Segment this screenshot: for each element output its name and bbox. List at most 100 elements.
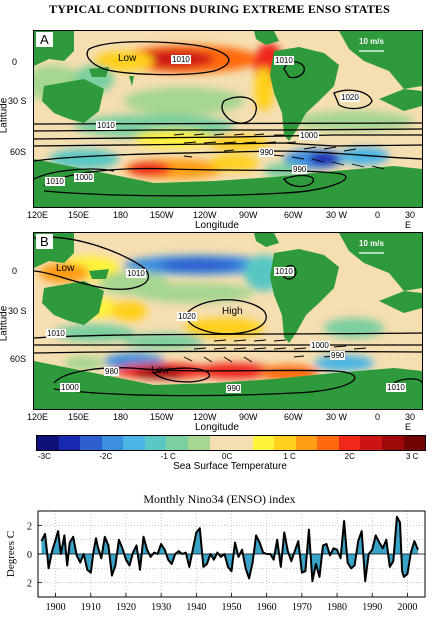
- colorbar-swatch: [317, 436, 339, 450]
- colorbar-swatch: [403, 436, 426, 450]
- region-label-b-high: High: [222, 306, 243, 317]
- map-a-frame: A 10 m/s Low 1010 1010 1020 1010 1000 99…: [33, 30, 423, 208]
- x-tick-label: 1960: [257, 602, 277, 613]
- lon-tick: 150E: [68, 210, 90, 220]
- figure-title: TYPICAL CONDITIONS DURING EXTREME ENSO S…: [49, 2, 390, 16]
- pressure-label: 1010: [45, 177, 65, 186]
- pressure-label: 990: [292, 165, 308, 174]
- colorbar-tick-label: 2C: [344, 452, 355, 461]
- colorbar-swatch: [187, 436, 210, 450]
- y-tick-label: 2: [27, 521, 32, 532]
- pressure-label: 1000: [310, 341, 330, 350]
- lat-tick: 30 S: [8, 306, 27, 316]
- x-tick-label: 2000: [397, 602, 417, 613]
- colorbar-tick-label: 3 C: [406, 452, 419, 461]
- wind-vectors-a: [173, 133, 385, 170]
- x-tick-label: 1920: [116, 602, 136, 613]
- longitude-axis-title-a: Longitude: [195, 220, 239, 231]
- pressure-label: 1010: [46, 329, 66, 338]
- colorbar-swatch: [274, 436, 296, 450]
- lon-tick: 150W: [150, 210, 174, 220]
- colorbar-label: Sea Surface Temperature: [173, 461, 287, 472]
- nino-chart-title: Monthly Nino34 (ENSO) index: [143, 492, 296, 506]
- lon-tick: 30 W: [326, 412, 348, 422]
- wind-reference-label-b: 10 m/s: [359, 239, 384, 248]
- colorbar-swatch: [295, 436, 318, 450]
- colorbar-swatch: [37, 436, 59, 450]
- colorbar-tick-label: -2C: [99, 452, 113, 461]
- colorbar-swatch: [123, 436, 145, 450]
- lon-tick: 120E: [27, 412, 49, 422]
- lat-tick: 60S: [10, 354, 27, 364]
- x-tick-label: 1970: [292, 602, 312, 613]
- pressure-label: 1020: [340, 93, 360, 102]
- y-axis-title: Degrees C: [5, 531, 17, 577]
- x-tick-label: 1990: [362, 602, 382, 613]
- pressure-label: 1010: [126, 269, 146, 278]
- pressure-label: 1000: [299, 131, 319, 140]
- map-b-field: [34, 233, 422, 409]
- colorbar-tick-label: -1 C: [160, 452, 176, 461]
- longitude-ticks-b: 120E 150E 180 150W 120W 90W 60W 30 W 0 3…: [27, 412, 421, 432]
- region-label-a-low: Low: [118, 53, 137, 64]
- wind-vectors-b: [183, 339, 367, 363]
- lon-tick: 180: [113, 210, 129, 220]
- x-tick-label: 1950: [222, 602, 242, 613]
- lon-tick: 90W: [239, 210, 258, 220]
- pressure-label: 1010: [386, 383, 406, 392]
- colorbar-swatch: [382, 436, 404, 450]
- lat-tick: 0: [12, 57, 18, 67]
- map-a-field: [34, 31, 422, 207]
- lon-tick: 150W: [150, 412, 174, 422]
- lon-tick: 150E: [68, 412, 90, 422]
- colorbar-swatch: [101, 436, 124, 450]
- lat-tick: 0: [12, 266, 18, 276]
- region-label-b-low-south: Low: [151, 365, 170, 376]
- lon-tick: 90W: [239, 412, 258, 422]
- lon-tick: 120W: [193, 210, 217, 220]
- panel-label-a: A: [36, 32, 53, 47]
- panel-label-b: B: [36, 234, 53, 249]
- region-label-b-low-north: Low: [56, 263, 75, 274]
- map-panel-b: B 10 m/s Low High Low 1010 1010 1020 101…: [0, 222, 439, 433]
- pressure-label: 1020: [177, 312, 197, 321]
- pressure-label: 980: [104, 367, 120, 376]
- y-tick-label: 2: [27, 579, 32, 590]
- nino-index-chart: 1900 1910 1920 1930 1940 1950 1960 1970 1980 1990…: [5, 510, 426, 613]
- pressure-label: 1000: [74, 173, 94, 182]
- y-tick-label: 0: [27, 550, 32, 561]
- lon-tick: 60W: [284, 412, 303, 422]
- lon-tick: 60W: [284, 210, 303, 220]
- colorbar-swatch: [209, 436, 232, 450]
- colorbar-tick-label: 0C: [222, 452, 233, 461]
- pressure-label: 1000: [60, 383, 80, 392]
- x-tick-label: 1940: [186, 602, 206, 613]
- map-b-frame: B 10 m/s Low High Low 1010 1010 1020 101…: [33, 232, 423, 410]
- lat-tick: 60S: [10, 147, 27, 157]
- colorbar-swatch: [58, 436, 81, 450]
- lon-tick: 120E: [27, 210, 49, 220]
- colorbar-ticks: -3C -2C -1 C 0C 1 C 2C 3 C: [36, 452, 424, 462]
- latitude-axis-title-b: Latitude: [0, 305, 10, 342]
- lat-tick: 30 S: [8, 96, 27, 106]
- colorbar-swatch: [360, 436, 382, 450]
- colorbar-gradient: [36, 435, 426, 451]
- colorbar-tick-label: -3C: [38, 452, 51, 461]
- pressure-label: 990: [330, 351, 346, 360]
- pressure-label: 990: [259, 148, 275, 157]
- wind-reference-label-a: 10 m/s: [359, 37, 384, 46]
- lon-tick: 0: [375, 210, 381, 220]
- pressure-contours-b: [34, 236, 422, 397]
- lon-tick: 0: [375, 412, 381, 422]
- colorbar-swatch: [252, 436, 275, 450]
- colorbar-swatch: [338, 436, 361, 450]
- latitude-axis-title-a: Latitude: [0, 97, 10, 134]
- colorbar-tick-label: 1 C: [283, 452, 296, 461]
- lon-tick: 180: [113, 412, 129, 422]
- colorbar: -3C -2C -1 C 0C 1 C 2C 3 C Sea Surface Tempera…: [36, 435, 426, 475]
- map-panel-a: A 10 m/s Low 1010 1010 1020 1010 1000 99…: [0, 20, 439, 231]
- pressure-label: 1010: [96, 121, 116, 130]
- pressure-label: 1010: [274, 267, 294, 276]
- x-tick-label: 1910: [81, 602, 101, 613]
- lon-tick: 30 E: [405, 210, 416, 230]
